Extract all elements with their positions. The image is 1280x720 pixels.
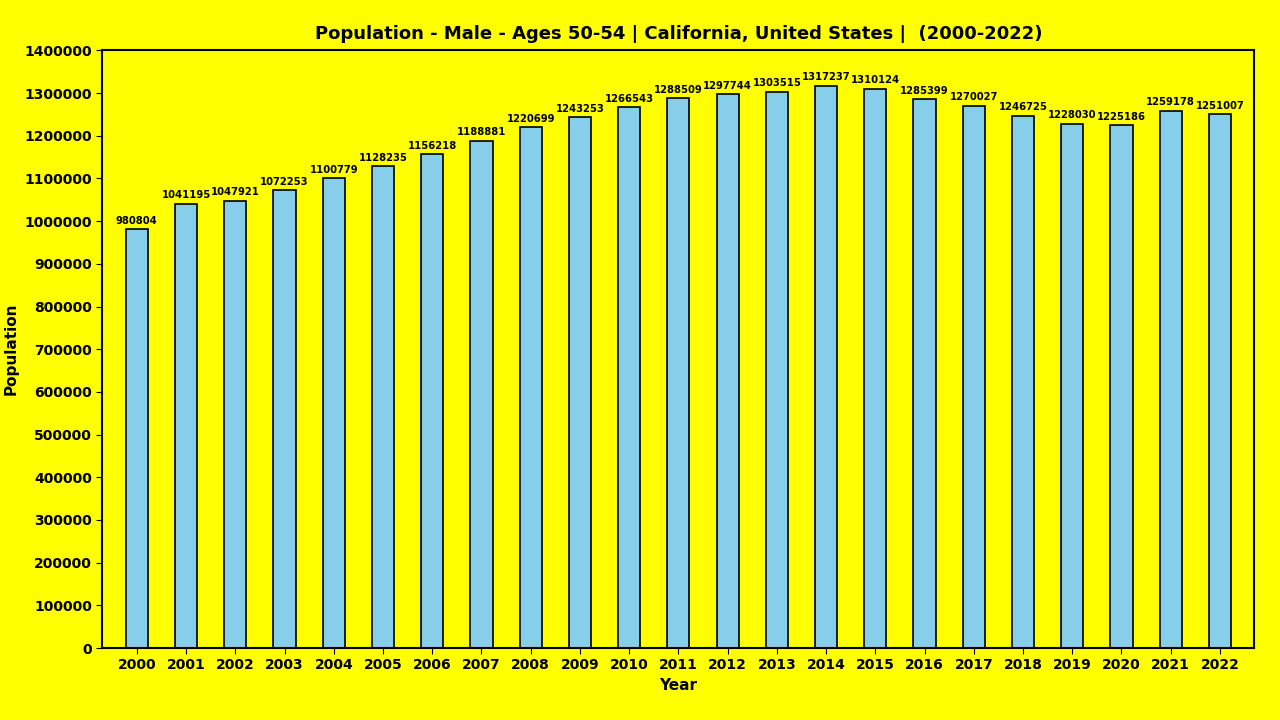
Text: 1041195: 1041195	[161, 190, 211, 200]
Text: 1072253: 1072253	[260, 177, 308, 187]
Bar	[1160, 110, 1181, 648]
Bar	[1012, 116, 1034, 648]
Bar	[175, 204, 197, 648]
Bar	[618, 107, 640, 648]
Bar	[963, 106, 984, 648]
Text: 980804: 980804	[116, 216, 157, 226]
Bar	[717, 94, 739, 648]
Text: 1246725: 1246725	[998, 102, 1047, 112]
Text: 1243253: 1243253	[556, 104, 604, 114]
Bar	[815, 86, 837, 648]
Text: 1266543: 1266543	[604, 94, 654, 104]
Bar	[520, 127, 541, 648]
Bar	[323, 178, 344, 648]
Bar	[1208, 114, 1231, 648]
Text: 1100779: 1100779	[310, 165, 358, 175]
Bar	[274, 190, 296, 648]
Text: 1303515: 1303515	[753, 78, 801, 88]
Text: 1285399: 1285399	[900, 86, 948, 96]
Text: 1188881: 1188881	[457, 127, 506, 137]
Bar	[372, 166, 394, 648]
Text: 1225186: 1225186	[1097, 112, 1146, 122]
Text: 1228030: 1228030	[1048, 110, 1097, 120]
Text: 1288509: 1288509	[654, 84, 703, 94]
Text: 1047921: 1047921	[211, 187, 260, 197]
Bar	[667, 98, 690, 648]
Text: 1251007: 1251007	[1196, 101, 1244, 111]
Y-axis label: Population: Population	[4, 303, 19, 395]
Text: 1128235: 1128235	[358, 153, 407, 163]
Text: 1270027: 1270027	[950, 92, 998, 102]
Title: Population - Male - Ages 50-54 | California, United States |  (2000-2022): Population - Male - Ages 50-54 | Califor…	[315, 25, 1042, 43]
Text: 1259178: 1259178	[1147, 97, 1196, 107]
Text: 1317237: 1317237	[801, 72, 850, 82]
Text: 1297744: 1297744	[703, 81, 753, 91]
Bar	[125, 230, 148, 648]
Bar	[864, 89, 886, 648]
Bar	[914, 99, 936, 648]
Bar	[765, 91, 788, 648]
Text: 1156218: 1156218	[407, 141, 457, 151]
X-axis label: Year: Year	[659, 678, 698, 693]
Bar	[1111, 125, 1133, 648]
Bar	[471, 140, 493, 648]
Text: 1310124: 1310124	[851, 76, 900, 86]
Bar	[568, 117, 591, 648]
Text: 1220699: 1220699	[507, 114, 556, 124]
Bar	[224, 201, 246, 648]
Bar	[1061, 124, 1083, 648]
Bar	[421, 155, 443, 648]
